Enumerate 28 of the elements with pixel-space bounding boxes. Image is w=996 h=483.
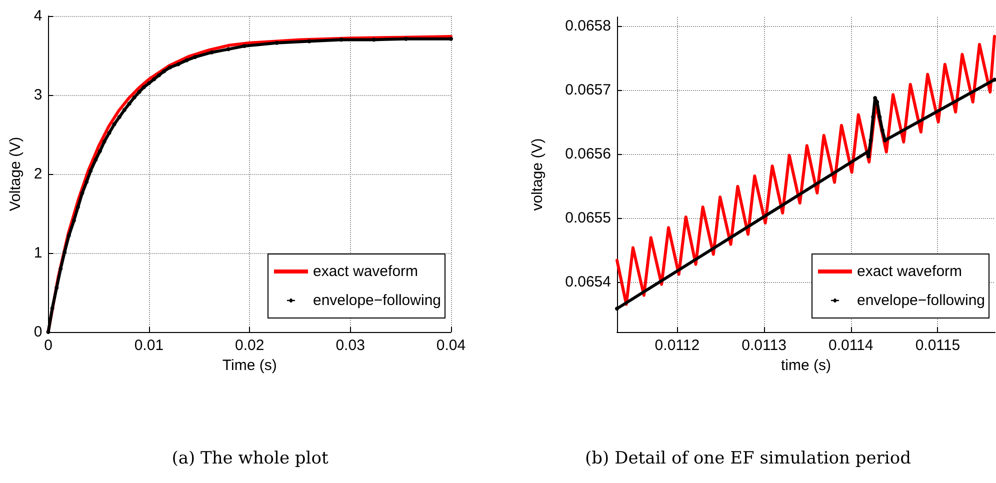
y-tick-label: 1: [34, 244, 42, 262]
y-tick-label: 0.0658: [565, 18, 611, 35]
y-axis-title: Voltage (V): [7, 136, 24, 212]
x-tick-label: 0.04: [436, 337, 466, 354]
y-tick-label: 4: [34, 8, 42, 24]
x-tick-label: 0.0113: [742, 337, 786, 354]
y-tick-label: 0.0654: [565, 273, 611, 290]
y-tick-label: 0.0657: [565, 81, 611, 98]
y-tick-label: 0.0656: [565, 145, 611, 162]
y-tick-label: 0.0655: [565, 209, 611, 226]
x-axis-title: Time (s): [222, 356, 277, 374]
x-axis-title: time (s): [781, 356, 831, 374]
y-tick-label: 2: [34, 166, 42, 182]
y-axis-title: voltage (V): [529, 138, 546, 211]
legend-label: envelope−following: [312, 292, 442, 309]
legend-label: exact waveform: [856, 263, 962, 280]
legend-label: exact waveform: [312, 263, 418, 280]
text: (b) Detail of one EF simulation period: [585, 448, 912, 468]
x-tick-label: 0.0112: [654, 337, 700, 354]
y-tick-label: 0: [34, 324, 42, 340]
y-tick-label: 3: [34, 86, 42, 104]
x-tick-label: 0.01: [134, 337, 164, 354]
legend-label: envelope−following: [856, 292, 986, 309]
x-tick-label: 0.02: [235, 337, 264, 354]
x-tick-label: 0.03: [336, 337, 365, 354]
text: (a) The whole plot: [172, 448, 328, 468]
x-tick-label: 0.0114: [828, 337, 874, 354]
x-tick-label: 0.0115: [915, 337, 960, 354]
